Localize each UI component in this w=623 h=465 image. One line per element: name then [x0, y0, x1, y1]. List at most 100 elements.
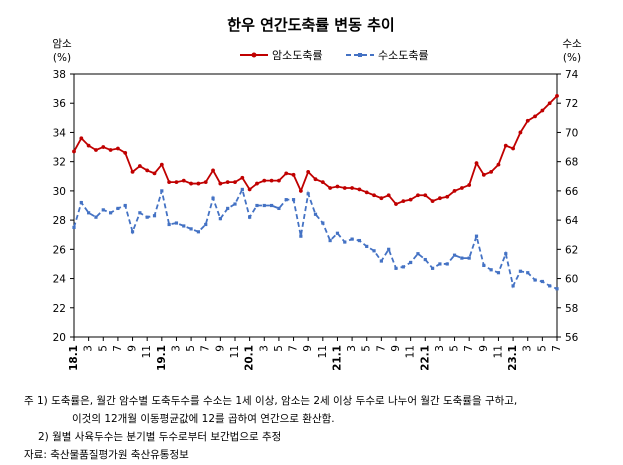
data-point-cow [401, 199, 406, 204]
x-tick-label: 5 [273, 345, 285, 352]
x-tick-label: 7 [375, 345, 387, 352]
legend-label-cow: 암소도축률 [272, 49, 323, 62]
data-point-bull [467, 256, 471, 260]
data-point-bull [94, 215, 98, 219]
data-point-cow [196, 181, 201, 186]
data-point-cow [247, 187, 252, 192]
left-tick-label: 26 [53, 244, 67, 256]
data-point-cow [394, 202, 398, 206]
x-tick-label: 9 [478, 345, 490, 352]
data-point-cow [533, 114, 537, 119]
data-point-bull [496, 271, 501, 275]
data-point-cow [152, 171, 157, 176]
data-point-bull [152, 214, 157, 218]
right-tick-label: 62 [565, 244, 578, 256]
data-point-bull [504, 252, 508, 256]
data-point-cow [445, 194, 450, 199]
data-point-bull [299, 234, 303, 238]
right-axis-label: 수소 [562, 38, 582, 50]
data-point-bull [130, 230, 135, 234]
data-point-cow [189, 181, 193, 186]
data-point-bull [284, 198, 288, 202]
data-point-bull [452, 253, 457, 257]
data-point-cow [408, 197, 413, 202]
x-tick-label: 3 [258, 345, 270, 352]
right-tick-label: 70 [565, 127, 578, 139]
x-tick-label: 23.1 [507, 345, 519, 371]
right-tick-label: 58 [565, 303, 578, 315]
data-point-cow [518, 130, 523, 135]
data-point-bull [116, 206, 120, 211]
data-point-cow [174, 180, 179, 185]
data-point-cow [430, 199, 435, 204]
data-point-cow [379, 196, 384, 201]
data-point-cow [284, 171, 289, 176]
x-tick-label: 5 [185, 345, 197, 352]
data-point-cow [255, 181, 259, 186]
data-point-bull [387, 247, 391, 251]
legend-item-bull: 수소도축률 [346, 49, 429, 62]
data-point-bull [72, 225, 76, 230]
data-point-cow [481, 172, 486, 177]
data-point-bull [167, 222, 171, 227]
data-point-bull [204, 222, 208, 227]
data-point-cow [438, 196, 442, 201]
data-point-bull [138, 211, 142, 215]
data-point-bull [350, 237, 354, 241]
data-point-cow [123, 151, 128, 155]
data-point-bull [430, 266, 435, 270]
left-axis-unit: (%) [53, 52, 71, 64]
data-point-cow [291, 172, 296, 177]
data-point-cow [357, 187, 362, 192]
x-tick-label: 5 [536, 345, 548, 352]
x-tick-label: 20.1 [244, 345, 256, 371]
footnote-1: 주 1) 도축률은, 월간 암수별 도축두수를 수소는 1세 이상, 암소는 2… [24, 395, 518, 407]
data-point-cow [503, 143, 508, 148]
data-point-bull [240, 187, 244, 192]
data-point-bull [343, 240, 347, 244]
chart: 한우 연간도축률 변동 추이 암소 (%) 수소 (%) 암소도축률 수소도축률… [52, 16, 582, 371]
data-point-cow [511, 146, 515, 151]
data-point-bull [291, 198, 296, 202]
x-tick-label: 21.1 [331, 345, 343, 371]
plot-area [73, 73, 558, 338]
data-point-bull [321, 221, 325, 225]
chart-title: 한우 연간도축률 변동 추이 [227, 16, 394, 34]
data-point-bull [482, 263, 486, 268]
data-point-cow [555, 94, 559, 98]
data-point-bull [401, 265, 405, 269]
data-point-cow [159, 162, 164, 167]
data-point-bull [87, 211, 91, 215]
x-tick-label: 7 [112, 345, 124, 352]
source-note: 자료: 축산물품질평가원 축산유통정보 [24, 449, 189, 461]
left-axis-label: 암소 [52, 38, 72, 50]
right-tick-label: 64 [565, 215, 579, 227]
data-point-bull [511, 284, 515, 288]
data-point-bull [277, 206, 281, 211]
data-point-bull [211, 196, 215, 200]
data-point-cow [459, 186, 464, 190]
left-tick-label: 24 [53, 274, 67, 286]
footnote-2: 2) 월별 사육두수는 분기별 두수로부터 보간법으로 추정 [38, 431, 282, 443]
data-point-bull [313, 212, 318, 216]
data-point-cow [116, 146, 120, 151]
data-point-cow [233, 180, 237, 185]
data-point-cow [277, 178, 281, 183]
x-tick-label: 9 [127, 345, 139, 352]
x-tick-label: 5 [97, 345, 109, 352]
x-axis-ticks: 18.1 3 5 7 9 11 19.1 3 5 7 9 11 20.1 3 5 7 9 11 21.1 3 5 7 9 11… [68, 337, 563, 371]
data-point-cow [86, 143, 91, 148]
series-line-bull [73, 186, 558, 290]
data-point-bull [79, 200, 83, 205]
data-point-cow [540, 108, 545, 113]
x-tick-label: 7 [288, 345, 300, 352]
data-point-bull [145, 215, 149, 219]
data-point-cow [181, 178, 186, 183]
data-point-bull [328, 238, 332, 243]
data-point-bull [379, 259, 383, 263]
data-point-bull [123, 203, 127, 208]
right-tick-label: 68 [565, 157, 578, 169]
data-point-bull [269, 203, 274, 208]
data-point-bull [160, 189, 164, 193]
left-tick-label: 22 [53, 303, 66, 315]
